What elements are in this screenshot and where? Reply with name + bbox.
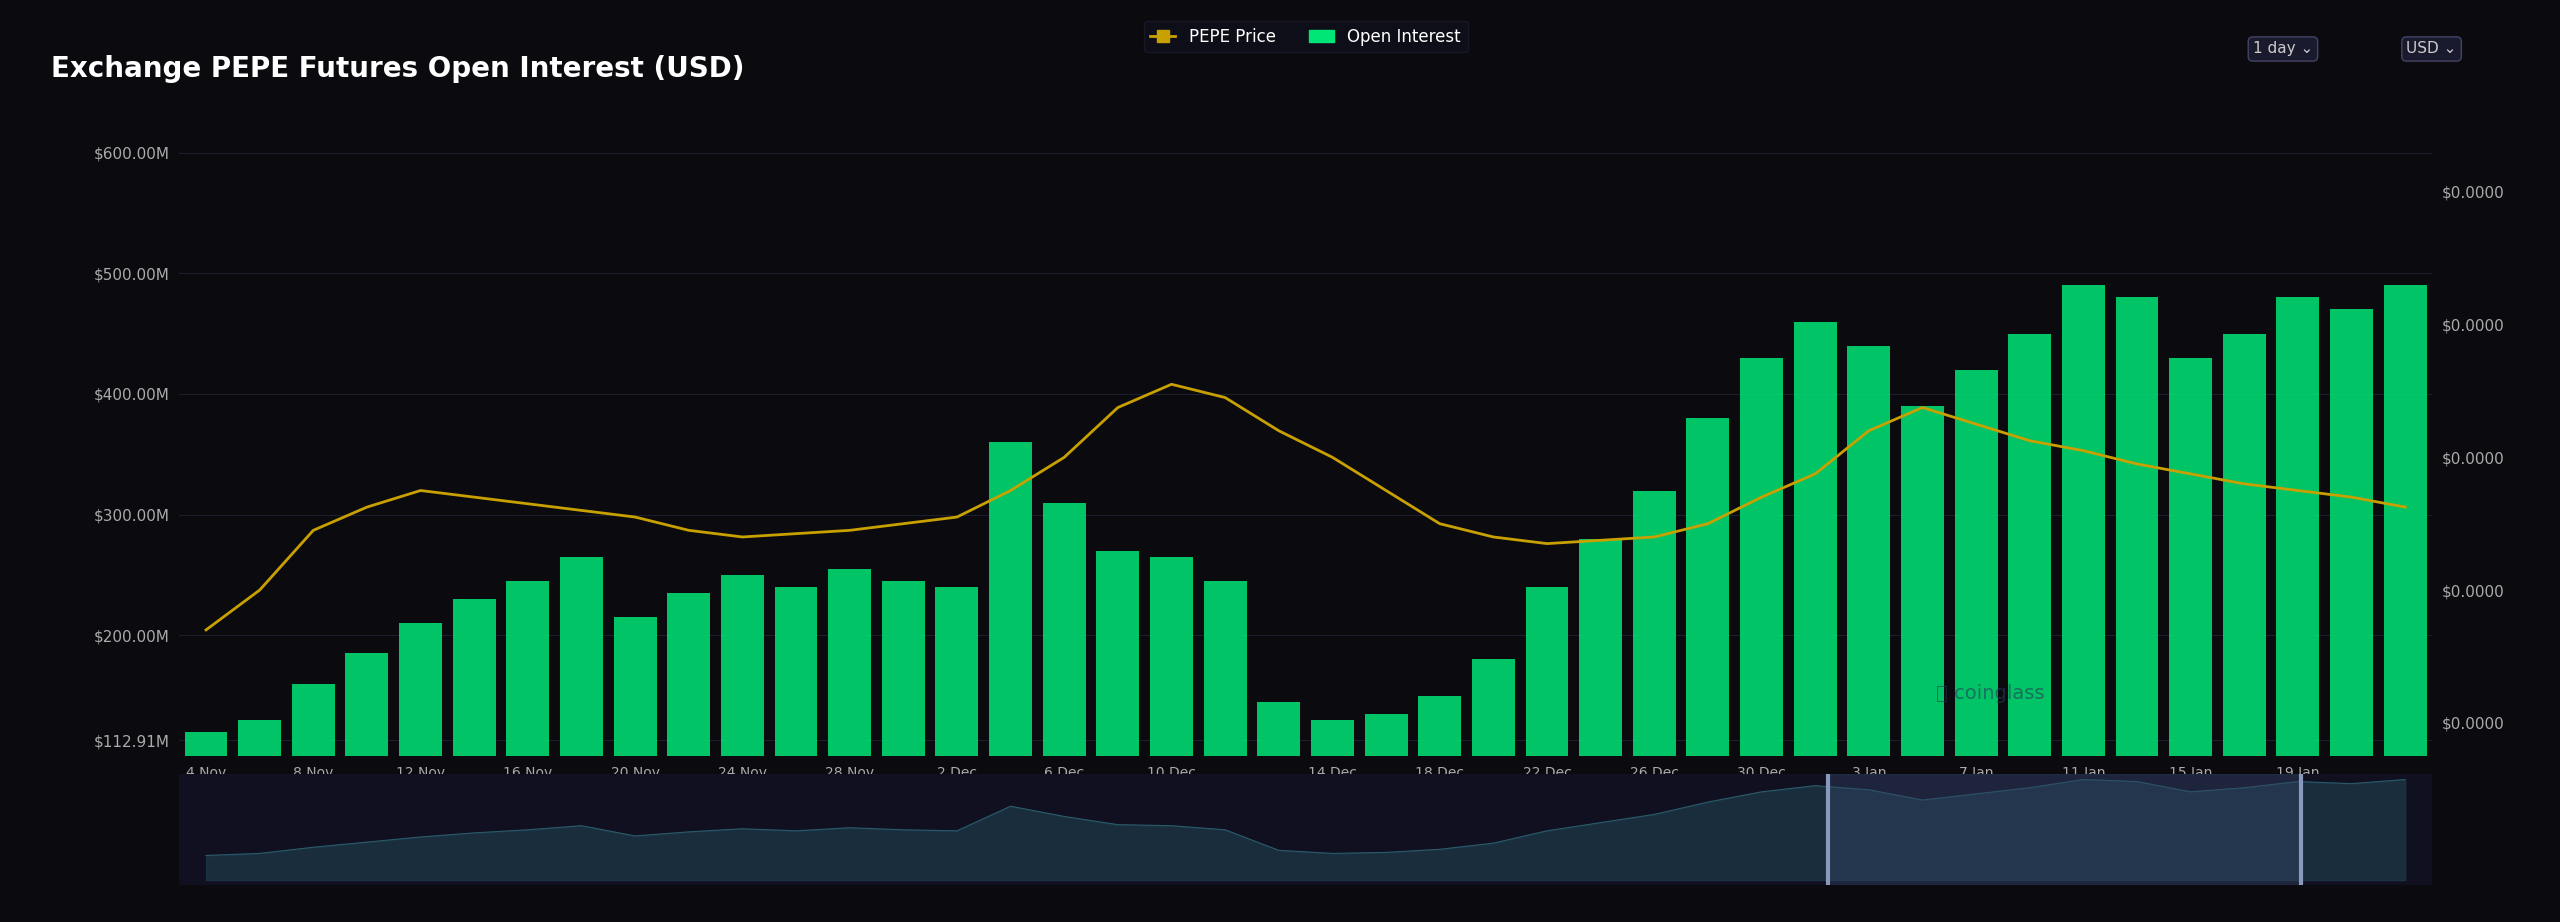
Bar [1472,659,1516,877]
Bar [346,654,389,877]
Bar [2007,334,2051,877]
Bar [1687,418,1731,877]
Bar [399,623,443,877]
Bar [1418,696,1462,877]
Bar [1364,714,1408,877]
Bar [1741,358,1782,877]
Bar [1848,346,1889,877]
Bar [1149,557,1193,877]
Bar [2276,298,2319,877]
Bar [507,581,550,877]
Bar [453,599,497,877]
Bar [2061,285,2104,877]
Bar [988,443,1032,877]
Bar [1902,406,1943,877]
Text: 1 day ⌄: 1 day ⌄ [2253,41,2314,56]
Bar [561,557,604,877]
Bar [2330,310,2373,877]
Bar [934,587,978,877]
Bar [292,683,335,877]
Bar [2115,298,2158,877]
Text: Exchange PEPE Futures Open Interest (USD): Exchange PEPE Futures Open Interest (USD… [51,55,745,83]
Bar [1795,322,1836,877]
Bar [881,581,924,877]
Bar [668,593,709,877]
Legend: PEPE Price, Open Interest: PEPE Price, Open Interest [1144,21,1467,53]
Bar [1956,370,1997,877]
Bar [614,617,655,877]
Bar [1526,587,1569,877]
Bar [184,732,228,877]
Bar [1828,774,2301,885]
Bar [776,587,817,877]
Bar [2168,358,2212,877]
Bar [1580,538,1623,877]
Bar [829,569,870,877]
Text: USD ⌄: USD ⌄ [2406,41,2458,56]
Bar [1257,702,1300,877]
Bar [1203,581,1247,877]
Bar [1042,502,1085,877]
Bar [238,720,282,877]
Bar [2383,285,2427,877]
Bar [1311,720,1354,877]
Bar [1096,550,1139,877]
Bar [2222,334,2266,877]
Bar [722,575,763,877]
Text: 🪙 coinglass: 🪙 coinglass [1935,684,2045,703]
Bar [1633,491,1677,877]
